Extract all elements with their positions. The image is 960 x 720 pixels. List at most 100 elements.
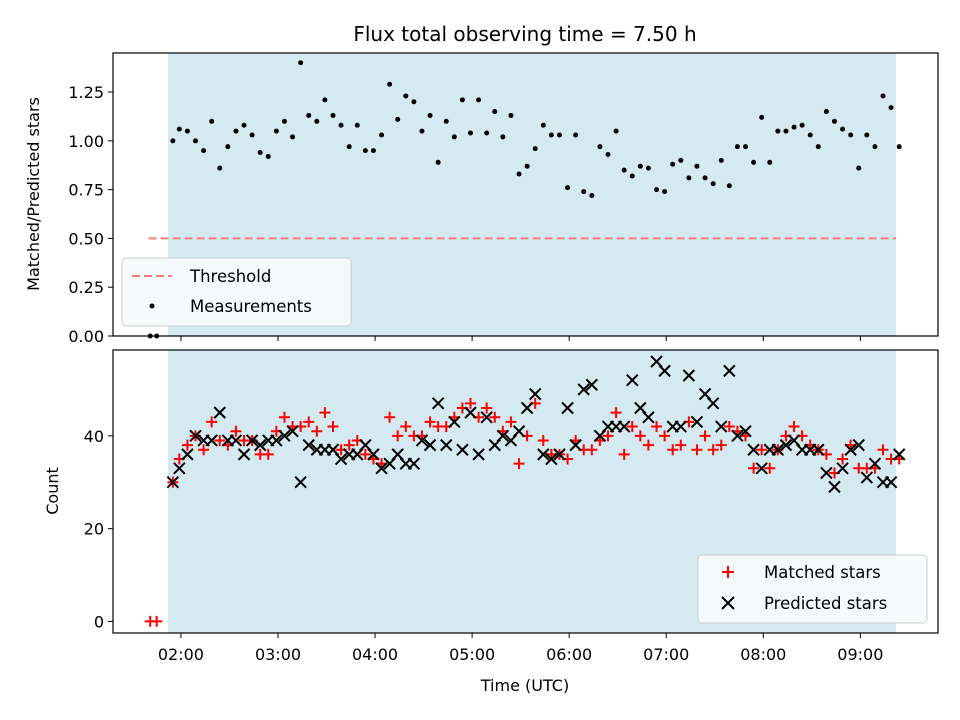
measurement-point: [621, 167, 627, 173]
matched-star-point: [278, 411, 290, 423]
predicted-star-point: [229, 434, 243, 447]
x-tick-label: 02:00: [158, 645, 204, 664]
predicted-star-point: [836, 462, 849, 475]
measurement-point: [734, 144, 740, 150]
predicted-star-point: [302, 438, 315, 452]
x-tick-label: 09:00: [837, 645, 883, 664]
legend-threshold-label: Threshold: [189, 267, 271, 286]
y-tick-label: 20: [84, 520, 104, 539]
bottom-legend: Matched stars Predicted stars: [697, 554, 928, 624]
predicted-star-point: [528, 387, 542, 401]
predicted-star-point: [626, 373, 639, 387]
legend-predicted-swatch: [721, 596, 735, 610]
matched-star-point: [151, 615, 163, 627]
legend-matched-label: Matched stars: [764, 563, 881, 582]
predicted-star-point: [205, 434, 218, 447]
y-tick-label: 0.50: [68, 229, 104, 248]
predicted-star-point: [577, 383, 590, 396]
x-tick-label: 08:00: [740, 645, 786, 664]
measurement-point: [443, 118, 449, 124]
measurement-point: [217, 165, 223, 171]
measurement-point: [605, 151, 611, 157]
predicted-star-point: [245, 434, 259, 447]
measurement-point: [411, 99, 417, 105]
matched-star-point: [311, 425, 323, 437]
measurement-point: [298, 60, 304, 66]
matched-star-point: [489, 411, 501, 423]
predicted-star-point: [286, 424, 299, 438]
matched-star-point: [424, 416, 436, 428]
measurement-point: [556, 132, 562, 138]
measurement-point: [281, 118, 287, 124]
measurement-point: [791, 124, 797, 130]
predicted-star-point: [166, 476, 180, 489]
legend-measurements-swatch: [149, 303, 155, 309]
predicted-star-point: [747, 443, 760, 456]
predicted-star-point: [496, 429, 510, 443]
predicted-star-point: [173, 462, 186, 475]
measurement-points: [147, 60, 902, 339]
top-y-ticks: 0.00 0.25 0.50 0.75 1.00 1.25: [68, 83, 113, 346]
measurement-point: [395, 116, 401, 122]
predicted-star-point: [480, 411, 493, 424]
top-panel: 0.00 0.25 0.50 0.75 1.00 1.25 Matched/Predict…: [24, 52, 939, 346]
measurement-point: [581, 189, 587, 195]
predicted-star-point: [407, 457, 421, 470]
measurement-point: [856, 165, 862, 171]
measurement-point: [468, 130, 473, 136]
predicted-star-point: [569, 438, 582, 452]
matched-star-point: [303, 416, 315, 428]
top-legend-box: [121, 257, 352, 327]
matched-star-point: [206, 416, 218, 428]
predicted-star-point: [213, 406, 226, 419]
matched-star-point: [262, 448, 274, 460]
measurement-point: [184, 128, 190, 134]
measurement-point: [500, 134, 506, 140]
measurement-point: [524, 163, 530, 169]
measurement-point: [201, 148, 207, 154]
matched-star-point: [610, 407, 622, 419]
measurement-point: [637, 163, 643, 169]
matched-star-point: [691, 444, 703, 456]
measurement-point: [864, 132, 870, 138]
measurement-point: [629, 173, 635, 179]
x-tick-label: 06:00: [546, 645, 592, 664]
measurement-point: [613, 128, 619, 134]
measurement-point: [702, 175, 708, 181]
matched-star-point: [181, 439, 193, 451]
measurement-point: [379, 132, 385, 138]
matched-star-point: [481, 402, 493, 414]
matched-star-point: [384, 411, 396, 423]
predicted-star-point: [812, 443, 825, 456]
matched-star-point: [214, 434, 226, 446]
x-axis-label: Time (UTC): [480, 676, 569, 695]
predicted-star-point: [674, 420, 688, 433]
predicted-star-point: [553, 448, 566, 461]
predicted-star-point: [270, 434, 283, 447]
measurement-point: [265, 153, 271, 159]
x-tick-label: 05:00: [449, 645, 495, 664]
predicted-star-point: [294, 476, 307, 489]
predicted-star-point: [585, 378, 599, 392]
measurement-point: [209, 118, 215, 124]
measurement-point: [330, 112, 336, 118]
predicted-star-point: [844, 443, 857, 456]
measurement-point: [225, 144, 231, 150]
predicted-star-point: [682, 369, 696, 382]
measurement-point: [257, 150, 263, 156]
measurement-point: [548, 132, 554, 138]
predicted-star-point: [278, 429, 291, 443]
predicted-star-point: [440, 438, 453, 452]
y-tick-label: 0.00: [68, 327, 104, 346]
measurement-point: [840, 126, 846, 132]
predicted-star-point: [860, 471, 874, 484]
matched-star-point: [651, 421, 663, 433]
y-tick-label: 1.00: [68, 132, 104, 151]
measurement-point: [880, 93, 886, 99]
measurement-point: [823, 109, 829, 115]
measurement-point: [249, 132, 255, 138]
measurement-point: [783, 128, 789, 134]
measurement-point: [459, 97, 465, 103]
matched-star-point: [715, 439, 727, 451]
measurement-point: [767, 159, 773, 165]
